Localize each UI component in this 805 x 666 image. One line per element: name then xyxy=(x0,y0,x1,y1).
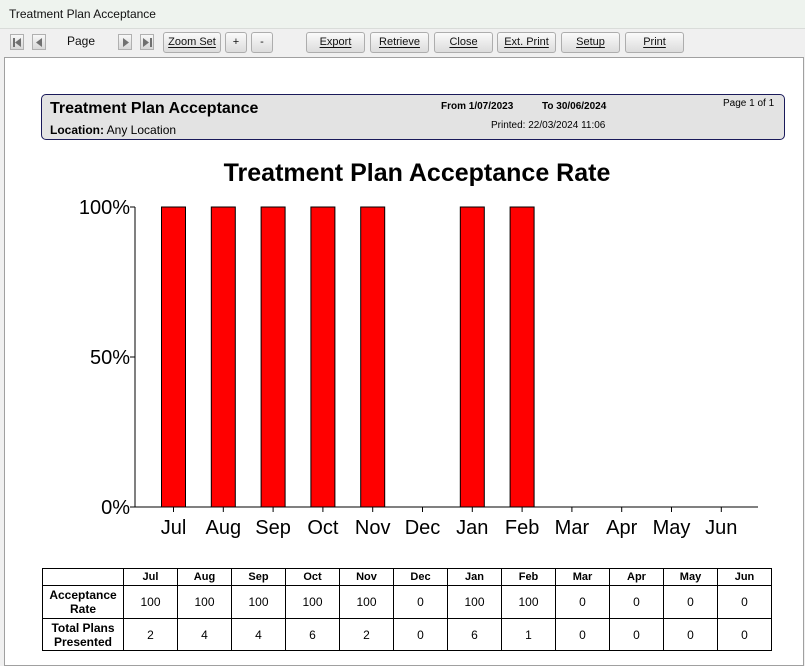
x-tick-label: Jun xyxy=(705,517,737,539)
table-cell: 100 xyxy=(501,585,556,619)
zoom-in-button[interactable]: + xyxy=(225,32,247,53)
x-tick-label: Feb xyxy=(505,517,539,539)
table-cell: 0 xyxy=(555,585,610,619)
x-tick-label: Mar xyxy=(555,517,590,539)
bar xyxy=(161,206,186,508)
table-cell: 4 xyxy=(231,618,286,651)
month-header: Oct xyxy=(285,568,340,586)
bar xyxy=(310,206,336,508)
x-tick-label: Nov xyxy=(355,517,391,539)
table-cell: 4 xyxy=(177,618,232,651)
table-cell: 100 xyxy=(231,585,286,619)
table-cell: 100 xyxy=(447,585,502,619)
table-cell: 0 xyxy=(609,618,664,651)
y-tick-label: 0% xyxy=(101,497,130,519)
bar xyxy=(360,206,386,508)
last-page-icon[interactable] xyxy=(140,34,154,50)
month-header: Dec xyxy=(393,568,448,586)
first-page-icon[interactable] xyxy=(10,34,24,50)
bar xyxy=(459,206,485,508)
x-tick-label: Jul xyxy=(161,517,187,539)
table-cell: 0 xyxy=(609,585,664,619)
month-header: Sep xyxy=(231,568,286,586)
bar xyxy=(260,206,286,508)
y-tick-label: 50% xyxy=(90,347,130,369)
table-row: Acceptance Rate 100 100 100 100 100 0 100 100 0 0 0… xyxy=(42,585,772,619)
date-from: From 1/07/2023 xyxy=(441,101,514,112)
x-tick-label: May xyxy=(653,517,691,539)
table-cell: 100 xyxy=(177,585,232,619)
printed-timestamp: Printed: 22/03/2024 11:06 xyxy=(491,120,606,131)
chart-title: Treatment Plan Acceptance Rate xyxy=(224,159,611,187)
retrieve-button[interactable]: Retrieve xyxy=(370,32,429,53)
y-tick-label: 100% xyxy=(79,197,130,219)
report-header: Treatment Plan Acceptance Location: Any … xyxy=(41,94,785,140)
location-label: Location: xyxy=(50,123,104,137)
x-tick-label: Aug xyxy=(206,517,242,539)
table-cell: 0 xyxy=(555,618,610,651)
acceptance-rate-chart: Treatment Plan Acceptance Rate 100% 50% 0% J… xyxy=(79,159,758,539)
row-label: Total Plans Presented xyxy=(42,618,124,651)
table-cell: 6 xyxy=(447,618,502,651)
window-title: Treatment Plan Acceptance xyxy=(9,7,156,21)
table-cell: 0 xyxy=(663,618,718,651)
table-header-row: Jul Aug Sep Oct Nov Dec Jan Feb Mar Apr May Jun xyxy=(42,568,772,586)
table-cell: 0 xyxy=(393,585,448,619)
table-cell: 0 xyxy=(717,585,772,619)
date-to: To 30/06/2024 xyxy=(542,101,607,112)
table-cell: 2 xyxy=(339,618,394,651)
data-table: Jul Aug Sep Oct Nov Dec Jan Feb Mar Apr May Jun Acc… xyxy=(42,568,772,651)
table-cell: 6 xyxy=(285,618,340,651)
table-corner-cell xyxy=(42,568,124,586)
x-tick-label: Sep xyxy=(255,517,291,539)
month-header: Aug xyxy=(177,568,232,586)
toolbar: Page Zoom Set + - Export Retrieve Close … xyxy=(0,29,805,56)
export-button[interactable]: Export xyxy=(306,32,365,53)
table-cell: 1 xyxy=(501,618,556,651)
setup-button[interactable]: Setup xyxy=(561,32,620,53)
month-header: Nov xyxy=(339,568,394,586)
table-cell: 100 xyxy=(285,585,340,619)
row-label: Acceptance Rate xyxy=(42,585,124,619)
bar xyxy=(210,206,236,508)
table-cell: 0 xyxy=(393,618,448,651)
page-indicator: Page 1 of 1 xyxy=(723,98,775,109)
month-header: Apr xyxy=(609,568,664,586)
x-tick-label: Jan xyxy=(456,517,488,539)
report-title: Treatment Plan Acceptance xyxy=(50,100,259,117)
x-tick-label: Oct xyxy=(307,517,339,539)
print-button[interactable]: Print xyxy=(625,32,684,53)
table-cell: 2 xyxy=(123,618,178,651)
title-bar: Treatment Plan Acceptance xyxy=(0,0,805,29)
month-header: Feb xyxy=(501,568,556,586)
location-value: Any Location xyxy=(106,123,177,137)
table-cell: 0 xyxy=(717,618,772,651)
ext-print-button[interactable]: Ext. Print xyxy=(497,32,556,53)
zoom-set-button[interactable]: Zoom Set xyxy=(163,32,221,53)
bar xyxy=(509,206,535,508)
page-label: Page xyxy=(67,34,96,48)
month-header: May xyxy=(663,568,718,586)
location-line: Location: Any Location xyxy=(50,123,176,137)
table-cell: 100 xyxy=(339,585,394,619)
table-cell: 100 xyxy=(123,585,178,619)
month-header: Mar xyxy=(555,568,610,586)
month-header: Jan xyxy=(447,568,502,586)
close-button[interactable]: Close xyxy=(434,32,493,53)
previous-page-icon[interactable] xyxy=(32,34,46,50)
report-viewport[interactable] xyxy=(4,57,804,666)
month-header: Jun xyxy=(717,568,772,586)
table-cell: 0 xyxy=(663,585,718,619)
x-tick-label: Dec xyxy=(405,517,441,539)
x-tick-label: Apr xyxy=(606,517,637,539)
zoom-out-button[interactable]: - xyxy=(251,32,273,53)
month-header: Jul xyxy=(123,568,178,586)
next-page-icon[interactable] xyxy=(118,34,132,50)
